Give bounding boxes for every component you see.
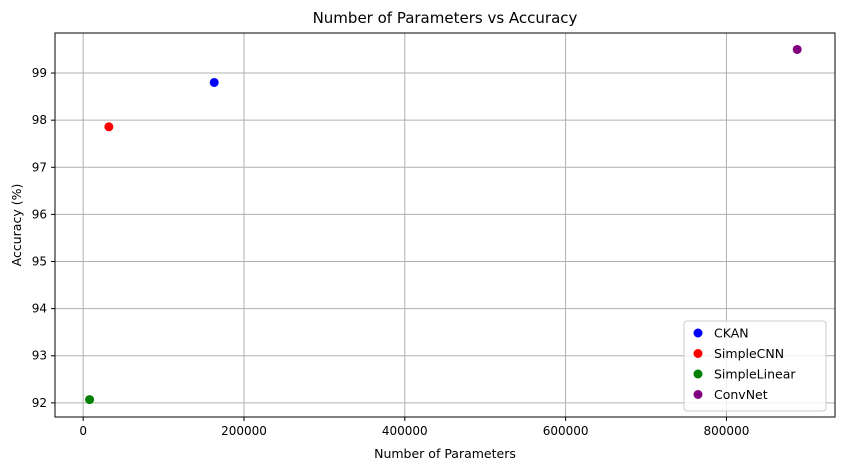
legend: CKAN SimpleCNN SimpleLinear ConvNet xyxy=(683,320,827,412)
legend-marker-simplecnn xyxy=(693,349,703,358)
legend-box xyxy=(683,320,827,412)
legend-marker-convnet xyxy=(693,390,703,399)
x-axis-label: Number of Parameters xyxy=(374,446,516,461)
x-tick-label: 0 xyxy=(79,424,87,438)
ticks: 0 200000 400000 600000 800000 92 93 94 95 96 97 98 9… xyxy=(32,66,750,438)
x-tick-label: 400000 xyxy=(382,424,428,438)
data-points xyxy=(85,44,802,405)
point-simplelinear xyxy=(85,395,95,405)
y-tick-label: 96 xyxy=(32,207,47,221)
y-tick-label: 97 xyxy=(32,160,47,174)
y-tick-label: 94 xyxy=(32,302,47,316)
plot-frame xyxy=(54,32,836,418)
y-tick-label: 92 xyxy=(32,396,47,410)
y-tick-label: 93 xyxy=(32,349,47,363)
chart-title: Number of Parameters vs Accuracy xyxy=(313,9,578,27)
x-tick-label: 600000 xyxy=(543,424,589,438)
legend-label-simplelinear: SimpleLinear xyxy=(714,367,796,382)
point-ckan xyxy=(209,77,219,87)
legend-marker-ckan xyxy=(693,328,703,338)
point-convnet xyxy=(792,44,802,54)
legend-label-simplecnn: SimpleCNN xyxy=(714,346,784,361)
legend-label-convnet: ConvNet xyxy=(714,387,768,402)
x-tick-label: 800000 xyxy=(704,424,750,438)
legend-marker-simplelinear xyxy=(693,369,703,379)
x-tick-label: 200000 xyxy=(221,424,267,438)
y-tick-label: 99 xyxy=(32,66,47,80)
legend-label-ckan: CKAN xyxy=(714,326,749,341)
y-axis-label: Accuracy (%) xyxy=(9,184,24,267)
point-simplecnn xyxy=(104,122,114,132)
y-tick-label: 95 xyxy=(32,255,47,269)
y-tick-label: 98 xyxy=(32,113,47,127)
